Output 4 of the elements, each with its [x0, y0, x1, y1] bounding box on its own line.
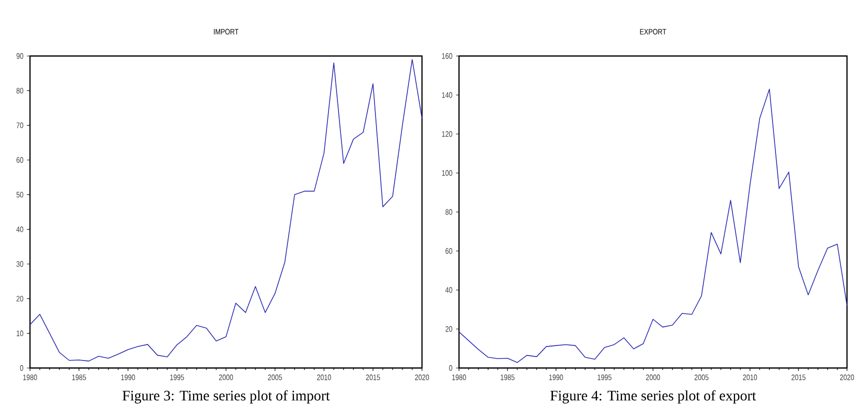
line-series [458, 88, 848, 363]
line-series [30, 59, 422, 362]
caption: Figure 4: Time series plot of export [550, 390, 756, 404]
caption: Figure 3: Time series plot of import [122, 390, 330, 404]
